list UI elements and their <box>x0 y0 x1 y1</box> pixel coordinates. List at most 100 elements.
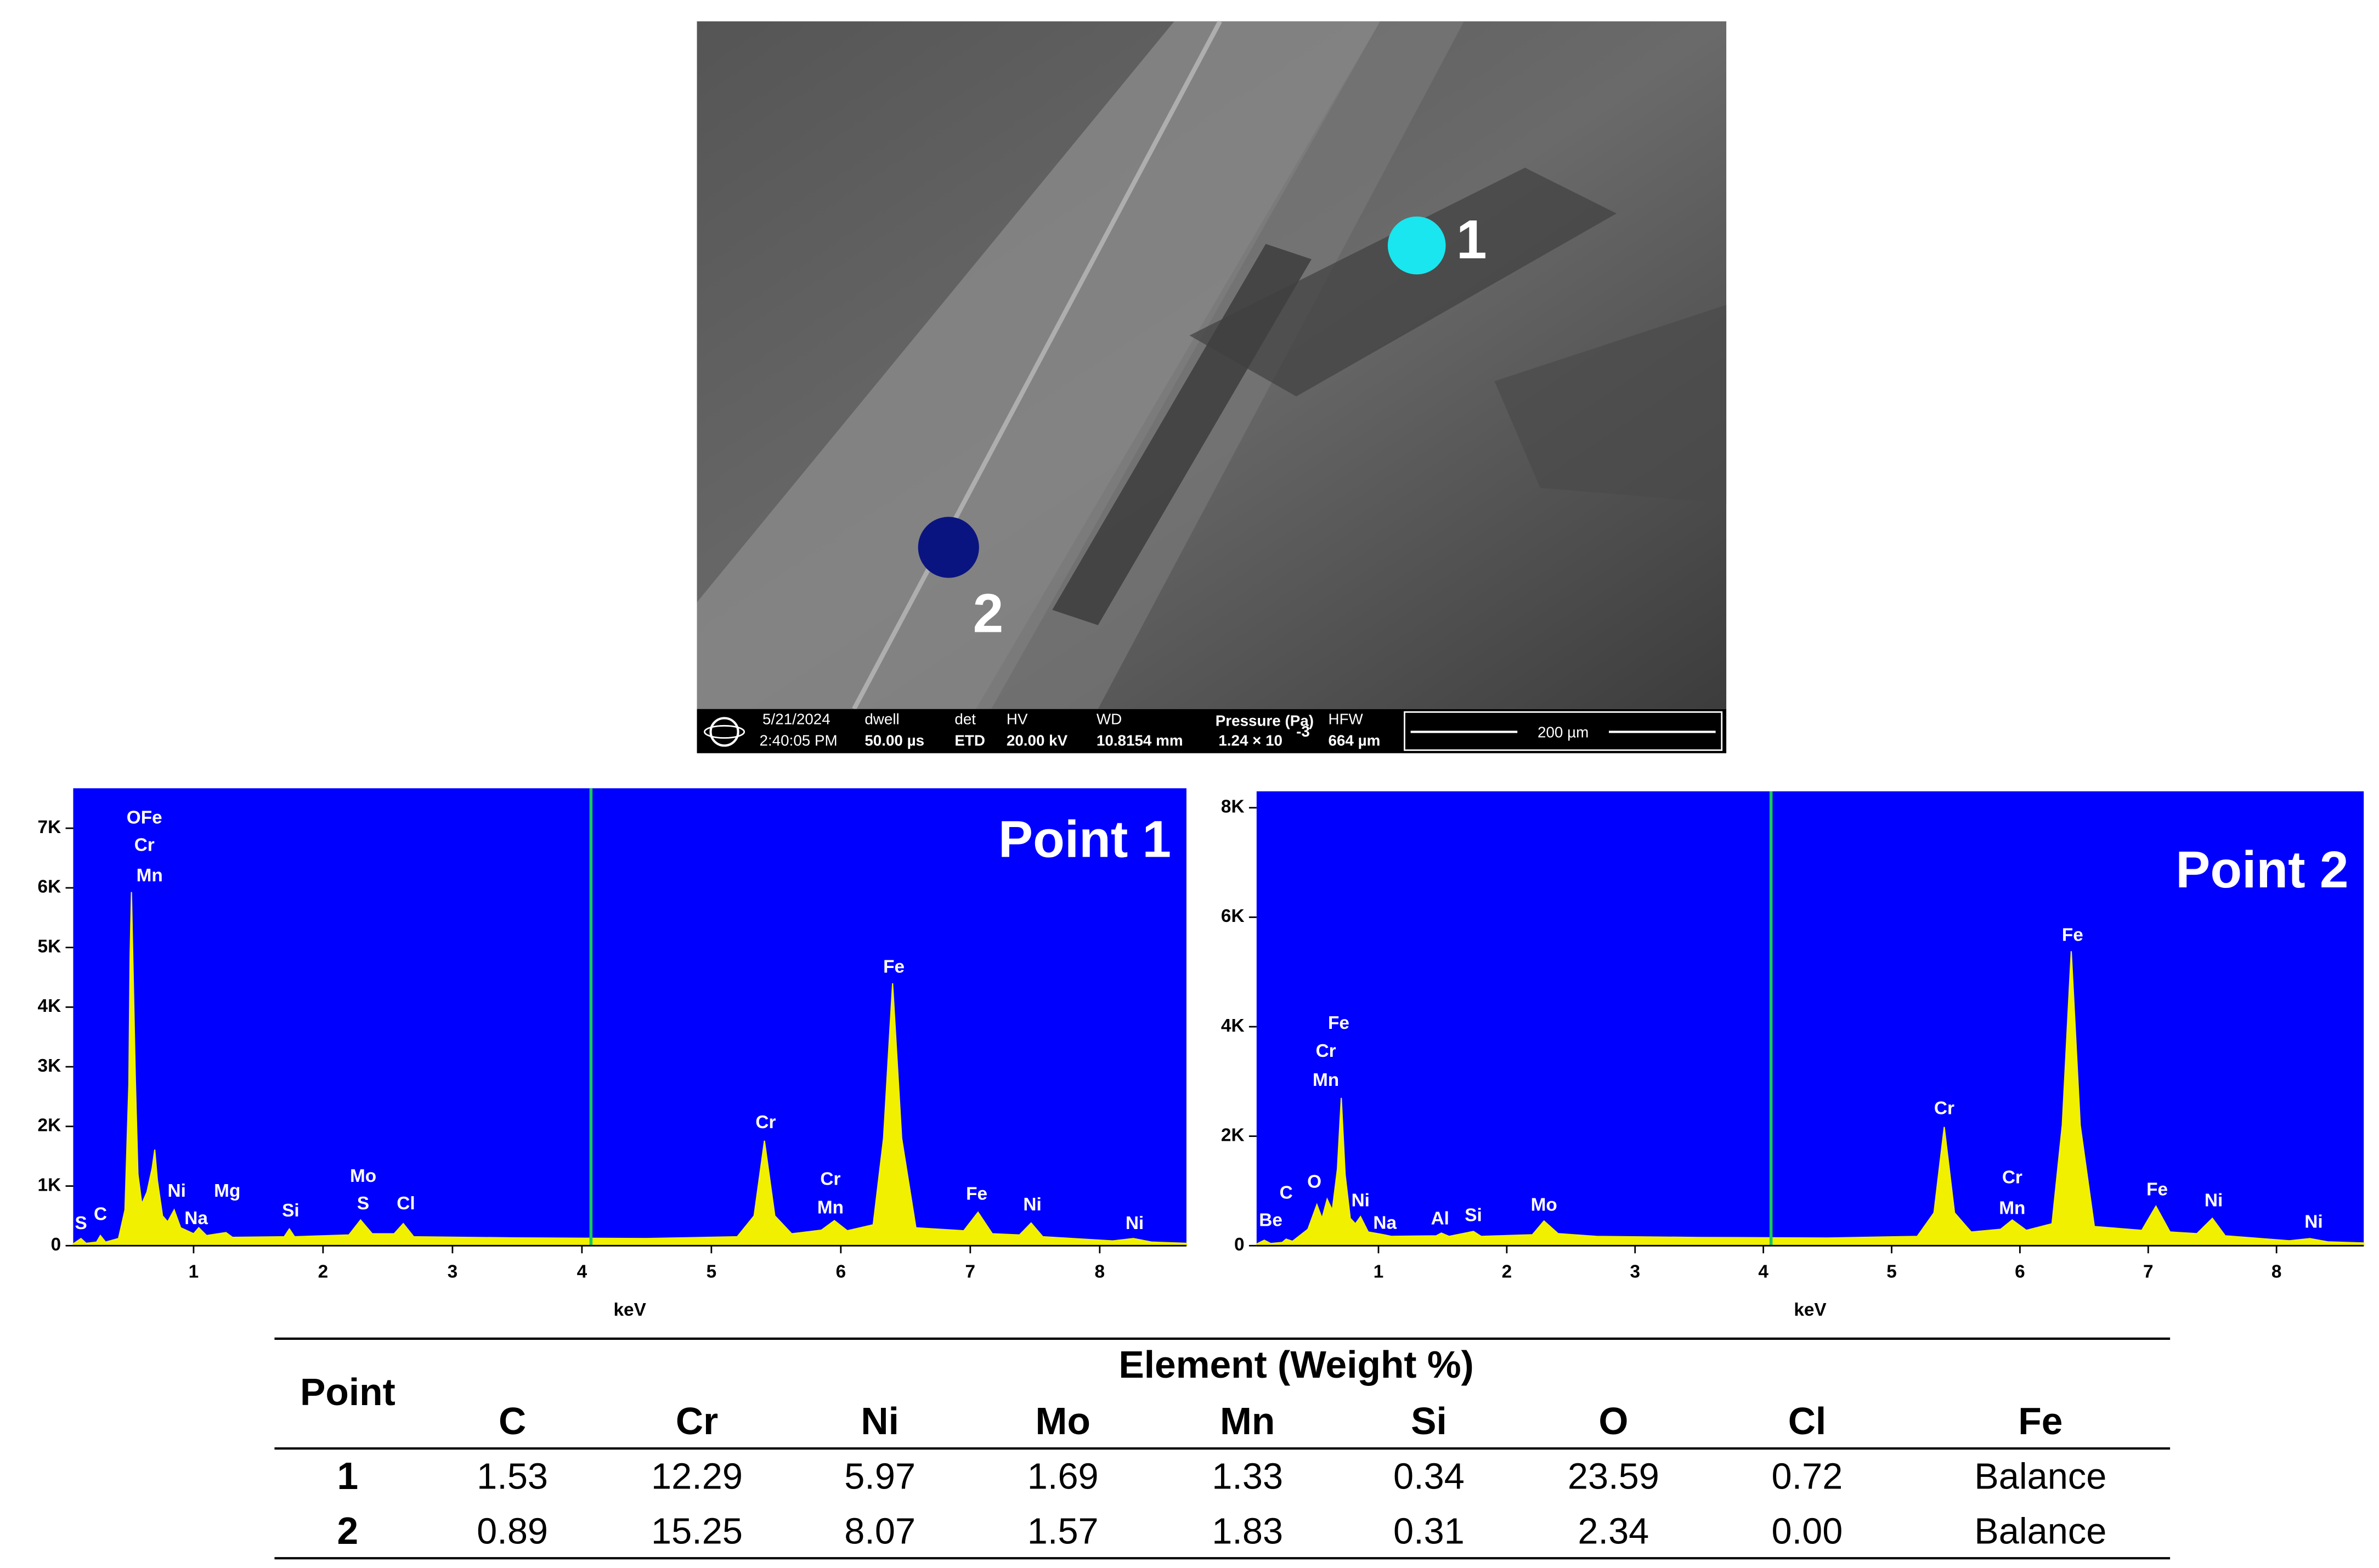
table-cell: 12.29 <box>651 1456 743 1497</box>
x-tick-label: 2 <box>1502 1262 1512 1282</box>
peak-label: Mg <box>214 1181 240 1201</box>
x-tick-label: 4 <box>1758 1262 1768 1282</box>
column-header: Mo <box>1036 1400 1090 1442</box>
sem-image: 1 2 5/21/2024 2:40:05 PM dwell 50.00 µs … <box>697 20 1727 754</box>
peak-label: Fe <box>2062 925 2083 945</box>
point-label: 1 <box>1456 209 1487 270</box>
row-header: 1 <box>337 1454 359 1497</box>
peak-label: Cr <box>134 835 155 855</box>
x-tick-label: 7 <box>2143 1262 2154 1282</box>
peak-label: Si <box>282 1201 300 1221</box>
info-text: ETD <box>954 732 985 749</box>
info-text: 2:40:05 PM <box>760 732 838 749</box>
peak-label: Mo <box>350 1166 376 1186</box>
plot-background <box>1256 791 2364 1246</box>
table-cell: 0.89 <box>477 1511 548 1552</box>
table-cell: 1.53 <box>477 1456 548 1497</box>
table-cell: 0.72 <box>1772 1456 1843 1497</box>
peak-label: Mn <box>137 865 163 886</box>
peak-label: Mn <box>1313 1070 1339 1090</box>
peak-label: Mn <box>817 1198 844 1218</box>
table-cell: 1.33 <box>1212 1456 1283 1497</box>
peak-label: S <box>75 1213 87 1233</box>
chart-title: Point 1 <box>998 810 1171 868</box>
peak-label: Mn <box>1999 1198 2025 1218</box>
peak-label: Ni <box>2304 1212 2323 1232</box>
x-tick-label: 5 <box>1886 1262 1897 1282</box>
y-tick-label: 5K <box>38 936 61 956</box>
info-text: dwell <box>864 711 899 728</box>
info-text: 20.00 kV <box>1007 732 1068 749</box>
peak-label: Al <box>1431 1208 1449 1229</box>
icon <box>704 724 745 739</box>
x-tick-label: 6 <box>2015 1262 2025 1282</box>
x-tick-label: 8 <box>1095 1262 1105 1282</box>
info-text: 664 µm <box>1328 732 1380 749</box>
peak-label: Mo <box>1531 1195 1557 1215</box>
table-cell: 23.59 <box>1568 1456 1659 1497</box>
table: Point Element (Weight %) C Cr Ni Mo Mn Si O Cl F… <box>274 1337 2171 1560</box>
table-cell: 1.83 <box>1212 1511 1283 1552</box>
x-tick-label: 5 <box>707 1262 717 1282</box>
peak-label: Ni <box>2205 1190 2223 1210</box>
point-label: 2 <box>973 582 1004 644</box>
y-tick-label: 1K <box>38 1175 61 1195</box>
info-text: HV <box>1007 711 1028 728</box>
table-cell: 15.25 <box>651 1511 743 1552</box>
y-tick-label: 7K <box>38 817 61 837</box>
info-text: -3 <box>1296 723 1310 740</box>
table-cell: 2.34 <box>1578 1511 1649 1552</box>
spectrum-area <box>1256 951 2365 1247</box>
column-header: C <box>499 1400 526 1442</box>
column-header: Mn <box>1220 1400 1275 1442</box>
column-header: Si <box>1411 1400 1447 1442</box>
table-cell: 0.34 <box>1393 1456 1465 1497</box>
peak-label: O <box>1307 1171 1321 1192</box>
info-text: 1.24 × 10 <box>1218 732 1282 749</box>
peak-label: Cr <box>755 1112 776 1133</box>
peak-label: Fe <box>966 1184 987 1204</box>
y-tick-label: 0 <box>51 1235 61 1255</box>
y-tick-label: 0 <box>1234 1235 1245 1255</box>
chart-title: Point 2 <box>2175 841 2348 899</box>
scale-label: 200 µm <box>1538 724 1589 741</box>
y-tick-label: 4K <box>1221 1016 1245 1036</box>
table-header: Point <box>300 1371 395 1413</box>
peak-label: Cr <box>1934 1099 1954 1119</box>
info-text: HFW <box>1328 711 1363 728</box>
table-cell: 5.97 <box>844 1456 916 1497</box>
peak-label: Be <box>1259 1210 1282 1230</box>
info-text: Pressure (Pa) <box>1216 712 1314 729</box>
peak-label: Cl <box>397 1193 415 1214</box>
plot-background <box>73 788 1186 1246</box>
peak-label: Ni <box>168 1181 186 1201</box>
table-cell: Balance <box>1974 1456 2106 1497</box>
info-text: 10.8154 mm <box>1097 732 1183 749</box>
peak-label: Ni <box>1126 1213 1144 1233</box>
peak-label: OFe <box>127 807 162 828</box>
peak-label: Na <box>1373 1213 1397 1233</box>
y-tick-label: 6K <box>38 877 61 897</box>
peak-label: Na <box>184 1208 208 1229</box>
x-tick-label: 4 <box>577 1262 587 1282</box>
table-cell: Balance <box>1974 1511 2106 1552</box>
table-header: Element (Weight %) <box>1118 1343 1473 1386</box>
x-tick-label: 8 <box>2271 1262 2282 1282</box>
row-header: 2 <box>337 1509 359 1552</box>
y-tick-label: 8K <box>1221 797 1245 817</box>
table-cell: 0.31 <box>1393 1511 1465 1552</box>
icon <box>709 717 739 747</box>
x-axis-label: keV <box>1794 1300 1827 1320</box>
column-header: O <box>1598 1400 1628 1442</box>
y-tick-label: 3K <box>38 1056 61 1076</box>
peak-label: C <box>1280 1182 1293 1203</box>
x-tick-label: 1 <box>1374 1262 1384 1282</box>
point-marker <box>1387 216 1446 275</box>
peak-label: Ni <box>1023 1195 1041 1215</box>
info-text: 50.00 µs <box>864 732 924 749</box>
peak-label: S <box>357 1193 369 1214</box>
y-tick-label: 4K <box>38 996 61 1016</box>
table-cell: 1.69 <box>1027 1456 1099 1497</box>
